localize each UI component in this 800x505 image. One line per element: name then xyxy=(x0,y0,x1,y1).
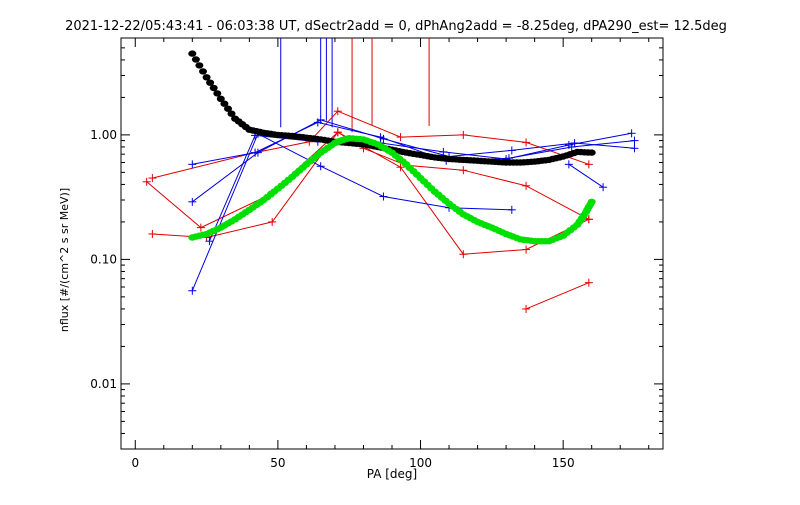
red-series-line-3 xyxy=(525,282,589,310)
red-plus-marker xyxy=(459,166,468,175)
blue-plus-marker xyxy=(564,140,573,149)
black-curve-point xyxy=(209,84,218,92)
x-tick-label: 100 xyxy=(409,456,432,470)
red-series-line-1 xyxy=(152,110,589,179)
black-curve-point xyxy=(202,74,211,81)
blue-plus-marker xyxy=(379,192,388,201)
axes: 0 50 100 150 0.01 0.10 1.00 xyxy=(90,37,664,470)
plot-area xyxy=(142,38,639,313)
y-tick-label: 0.10 xyxy=(90,252,117,266)
x-tick-label: 50 xyxy=(270,456,285,470)
y-tick-label: 1.00 xyxy=(90,128,117,142)
red-plus-marker xyxy=(268,217,277,226)
red-plus-marker xyxy=(148,229,157,238)
red-plus-marker xyxy=(142,177,151,186)
red-plus-marker xyxy=(459,130,468,139)
blue-series-line-6 xyxy=(192,121,635,165)
black-curve-point xyxy=(195,62,204,69)
black-curve-point xyxy=(227,110,236,117)
blue-plus-marker xyxy=(439,147,448,156)
plot-frame xyxy=(120,37,664,450)
black-curve-point xyxy=(216,95,225,103)
x-axis-label: PA [deg] xyxy=(367,467,417,481)
blue-plus-marker xyxy=(507,205,516,214)
red-plus-marker xyxy=(522,304,531,313)
black-curve-point xyxy=(206,79,215,86)
blue-plus-marker xyxy=(630,136,639,145)
black-curve-point xyxy=(213,90,222,97)
black-curve-point xyxy=(199,68,207,75)
blue-series-line-8 xyxy=(568,163,604,188)
blue-plus-marker xyxy=(599,183,608,192)
red-plus-marker xyxy=(333,107,342,116)
blue-plus-marker xyxy=(251,148,260,157)
chart-title: 2021-12-22/05:43:41 - 06:03:38 UT, dSect… xyxy=(65,19,727,34)
blue-plus-marker xyxy=(188,197,197,206)
blue-plus-marker xyxy=(316,162,325,171)
x-tick-label: 0 xyxy=(131,456,139,470)
blue-plus-marker xyxy=(507,146,516,155)
red-series-line-2 xyxy=(152,131,590,255)
red-plus-marker xyxy=(522,181,531,190)
black-curve-point xyxy=(220,100,229,107)
x-tick-label: 150 xyxy=(552,456,575,470)
y-tick-label: 0.01 xyxy=(90,377,117,391)
red-plus-marker xyxy=(148,174,157,183)
blue-plus-marker xyxy=(205,237,214,246)
blue-series-line-7 xyxy=(208,132,632,242)
red-plus-marker xyxy=(396,163,405,172)
black-curve-point xyxy=(188,50,197,57)
blue-plus-marker xyxy=(188,160,197,169)
blue-plus-marker xyxy=(564,160,573,169)
red-plus-marker xyxy=(333,128,342,137)
red-plus-marker xyxy=(459,250,468,259)
red-plus-marker xyxy=(522,245,531,254)
red-plus-marker xyxy=(584,160,593,169)
red-plus-marker xyxy=(584,215,593,224)
black-curve-point xyxy=(587,149,596,156)
green-curve-point xyxy=(587,198,596,205)
black-curve-point xyxy=(191,56,200,63)
red-plus-marker xyxy=(196,223,205,232)
blue-plus-marker xyxy=(627,129,636,138)
black-curve-point xyxy=(224,105,232,112)
blue-plus-marker xyxy=(313,118,322,127)
red-plus-marker xyxy=(396,133,405,142)
data-layer xyxy=(142,38,639,313)
blue-plus-marker xyxy=(630,144,639,153)
blue-plus-marker xyxy=(188,286,197,295)
red-plus-marker xyxy=(584,278,593,287)
y-axis-label: nflux [#/(cm^2 s sr MeV)] xyxy=(58,188,71,332)
red-plus-marker xyxy=(522,138,531,147)
